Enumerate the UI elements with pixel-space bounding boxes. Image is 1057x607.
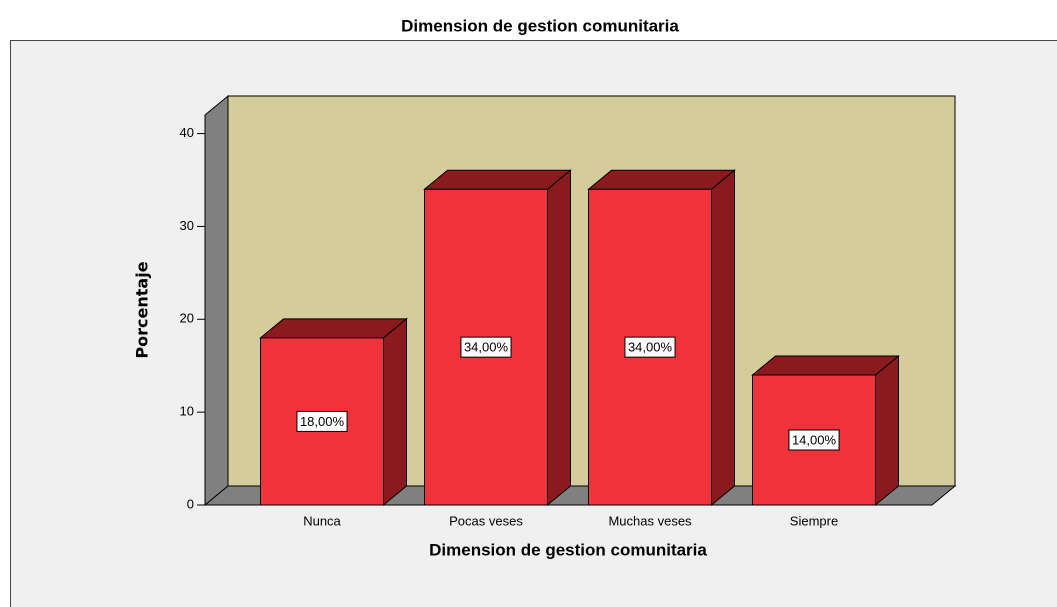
y-tick-label: 0 (187, 496, 194, 511)
x-tick-label: Pocas veses (449, 513, 523, 528)
value-label: 34,00% (628, 340, 673, 355)
y-tick-label: 10 (180, 404, 194, 419)
bar-side (875, 354, 899, 507)
chart-title: Dimension de gestion comunitaria (401, 16, 679, 35)
value-label: 18,00% (300, 414, 345, 429)
x-axis-title: Dimension de gestion comunitaria (429, 540, 707, 559)
y-tick-label: 40 (180, 125, 194, 140)
left-wall (204, 94, 229, 507)
value-label-box (624, 336, 676, 358)
x-tick-label: Nunca (303, 513, 341, 528)
value-label-box (788, 429, 840, 451)
bar-top (259, 318, 408, 339)
bar-top (587, 169, 736, 190)
x-tick-label: Siempre (790, 513, 838, 528)
y-axis-title: Porcentaje (133, 261, 152, 358)
bar-side (383, 317, 407, 507)
value-label-box (296, 410, 348, 432)
y-tick-label: 20 (180, 311, 194, 326)
bar-top (751, 355, 900, 376)
y-tick-label: 30 (180, 218, 194, 233)
x-tick-label: Muchas veses (608, 513, 692, 528)
bar-side (547, 169, 571, 507)
bar-side (711, 169, 735, 507)
value-label: 34,00% (464, 340, 509, 355)
bar-top (423, 169, 572, 190)
value-label: 14,00% (792, 432, 837, 447)
value-label-box (460, 336, 512, 358)
